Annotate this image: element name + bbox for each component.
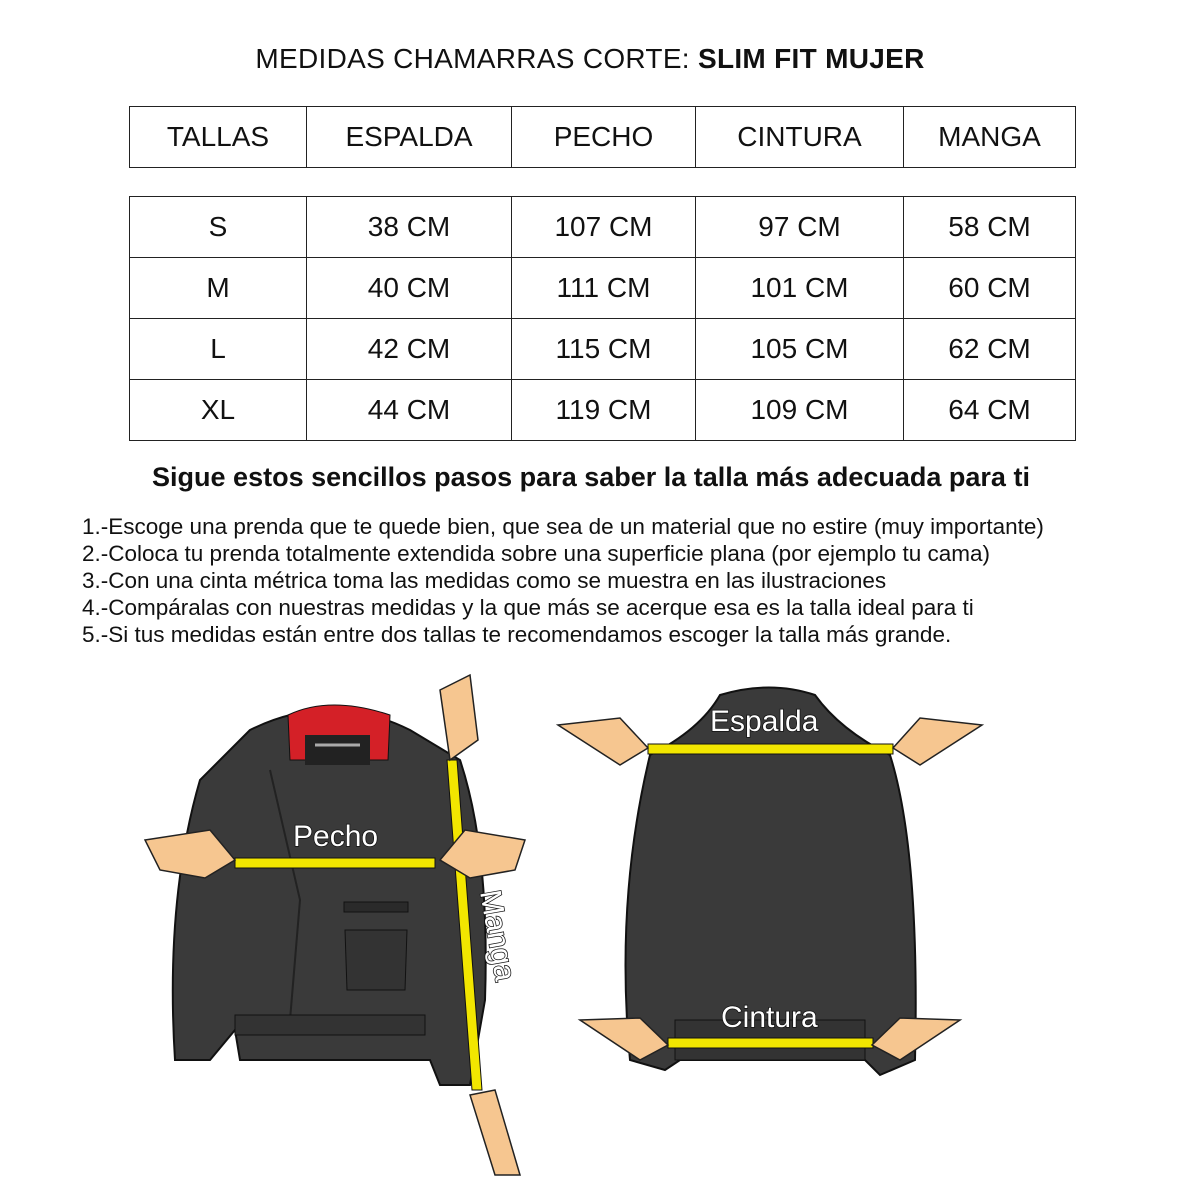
cell: 119 CM (511, 379, 696, 441)
cell: XL (129, 379, 307, 441)
cell: 38 CM (306, 196, 512, 258)
header-tallas: TALLAS (129, 106, 307, 168)
header-manga: MANGA (903, 106, 1076, 168)
cell: 97 CM (695, 196, 904, 258)
cell: 64 CM (903, 379, 1076, 441)
table-row: L 42 CM 115 CM 105 CM 62 CM (129, 318, 1076, 380)
cell: 40 CM (306, 257, 512, 319)
table-row: M 40 CM 111 CM 101 CM 60 CM (129, 257, 1076, 319)
cell: 58 CM (903, 196, 1076, 258)
step: 1.-Escoge una prenda que te quede bien, … (82, 514, 1044, 539)
header-cintura: CINTURA (695, 106, 904, 168)
front-jacket-image (171, 704, 487, 1086)
page-title: MEDIDAS CHAMARRAS CORTE: SLIM FIT MUJER (255, 43, 925, 74)
cintura-tape (667, 1037, 874, 1049)
cell: 109 CM (695, 379, 904, 441)
table-row: S 38 CM 107 CM 97 CM 58 CM (129, 196, 1076, 258)
label-espalda: Espalda (710, 705, 819, 738)
pecho-tape (234, 857, 436, 869)
cell: 111 CM (511, 257, 696, 319)
size-table: S 38 CM 107 CM 97 CM 58 CM M 40 CM 111 CM 101 C… (129, 196, 1076, 441)
steps-list: 1.-Escoge una prenda que te quede bien, … (82, 513, 1044, 648)
step: 3.-Con una cinta métrica toma las medida… (82, 568, 887, 593)
cell: 60 CM (903, 257, 1076, 319)
header-espalda: ESPALDA (306, 106, 512, 168)
cell: 101 CM (695, 257, 904, 319)
cell: S (129, 196, 307, 258)
cell: 44 CM (306, 379, 512, 441)
cell: M (129, 257, 307, 319)
step: 4.-Compáralas con nuestras medidas y la … (82, 595, 974, 620)
cell: 107 CM (511, 196, 696, 258)
cell: 62 CM (903, 318, 1076, 380)
step: 5.-Si tus medidas están entre dos tallas… (82, 622, 952, 647)
cell: 42 CM (306, 318, 512, 380)
measurement-illustration: Pecho Manga Espalda Cintura (143, 673, 985, 1176)
step: 2.-Coloca tu prenda totalmente extendida… (82, 541, 991, 566)
cell: 105 CM (695, 318, 904, 380)
cell: L (129, 318, 307, 380)
espalda-tape (647, 743, 894, 755)
size-table-header: TALLAS ESPALDA PECHO CINTURA MANGA (129, 106, 1076, 168)
hand-icons (143, 673, 985, 1176)
instructions-heading: Sigue estos sencillos pasos para saber l… (152, 462, 1030, 492)
table-row: XL 44 CM 119 CM 109 CM 64 CM (129, 379, 1076, 441)
label-pecho: Pecho (293, 820, 378, 853)
header-pecho: PECHO (511, 106, 696, 168)
label-cintura: Cintura (721, 1001, 818, 1034)
cell: 115 CM (511, 318, 696, 380)
